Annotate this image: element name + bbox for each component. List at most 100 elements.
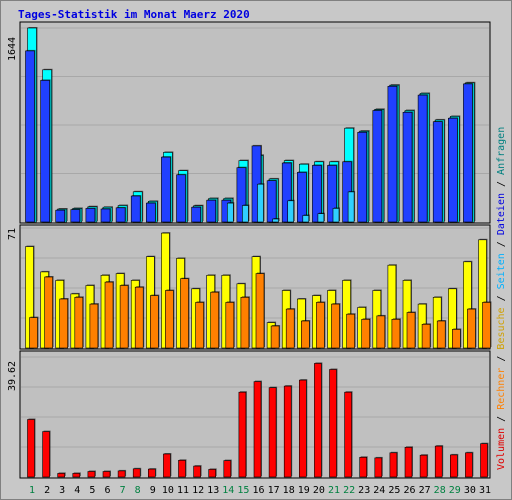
volumen-bar — [42, 431, 50, 478]
volumen-bar — [329, 369, 337, 478]
volumen-bar — [148, 468, 156, 478]
rechner-bar — [165, 290, 174, 349]
rechner-bar — [89, 303, 99, 349]
x-tick-label: 14 — [222, 485, 234, 496]
legend-entry-seiten: Seiten — [496, 253, 507, 289]
legend-entry-rechner: Rechner — [496, 368, 507, 410]
x-tick-label: 10 — [162, 485, 174, 496]
rechner-bar — [451, 329, 461, 349]
volumen-bar — [117, 470, 126, 478]
dateien-bar — [281, 162, 292, 223]
dateien-bar — [176, 174, 186, 223]
seiten-bar — [332, 208, 340, 223]
x-tick-label: 9 — [150, 485, 156, 496]
volumen-bar — [298, 379, 307, 478]
dateien-bar — [327, 165, 337, 223]
rechner-bar — [225, 302, 235, 349]
dateien-bar — [447, 117, 458, 223]
x-tick-label: 31 — [479, 485, 491, 496]
x-tick-label: 11 — [177, 485, 189, 496]
dateien-bar — [25, 50, 35, 223]
x-tick-label: 19 — [298, 485, 310, 496]
legend-entry-volumen: Volumen — [496, 428, 507, 470]
volumen-bar — [374, 457, 383, 478]
x-tick-label: 26 — [403, 485, 415, 496]
rechner-bar — [391, 318, 401, 349]
rechner-bar — [119, 285, 129, 349]
rechner-bar — [361, 318, 371, 349]
legend-entry-besuche: Besuche — [496, 307, 507, 349]
legend-entry-dateien: Dateien — [496, 193, 507, 235]
seiten-bar — [347, 191, 355, 223]
volumen-bar — [449, 454, 458, 478]
x-tick-label: 4 — [74, 485, 80, 496]
rechner-bar — [300, 320, 310, 349]
x-tick-label: 29 — [449, 485, 461, 496]
x-tick-label: 28 — [434, 485, 446, 496]
seiten-bar — [317, 213, 325, 223]
volumen-bar — [102, 471, 111, 478]
chart-title: Tages-Statistik im Monat Maerz 2020 — [18, 8, 250, 21]
rechner-bar — [74, 296, 84, 349]
rechner-bar — [467, 308, 476, 349]
seiten-bar — [257, 183, 264, 223]
rechner-bar — [44, 276, 53, 349]
volumen-bar — [344, 391, 352, 478]
x-tick-label: 13 — [207, 485, 219, 496]
volumen-bar — [434, 445, 443, 478]
volumen-bar — [268, 387, 277, 478]
legend: Volumen / Rechner / Besuche / Seiten / D… — [496, 127, 507, 470]
volumen-bar — [419, 454, 428, 478]
rechner-bar — [134, 286, 144, 349]
dateien-bar — [463, 83, 473, 223]
rechner-bar — [346, 313, 355, 349]
volumen-bar — [238, 391, 247, 478]
x-tick-label: 24 — [373, 485, 385, 496]
seiten-bar — [272, 218, 279, 223]
x-tick-label: 16 — [252, 485, 264, 496]
rechner-bar — [482, 302, 491, 349]
x-tick-label: 6 — [104, 485, 110, 496]
volumen-bar — [223, 460, 232, 478]
dateien-bar — [372, 110, 383, 223]
y-max-label-bottom: 39.62 — [7, 361, 18, 391]
x-tick-label: 12 — [192, 485, 204, 496]
x-tick-label: 21 — [328, 485, 340, 496]
dateien-bar — [40, 80, 50, 223]
rechner-bar — [180, 278, 189, 349]
x-tick-label: 23 — [358, 485, 370, 496]
legend-separator: / — [496, 235, 507, 253]
dateien-bar — [146, 202, 156, 223]
rechner-bar — [59, 298, 69, 349]
dateien-bar — [85, 208, 96, 223]
volumen-bar — [163, 453, 171, 478]
rechner-bar — [240, 296, 250, 349]
x-tick-label: 25 — [388, 485, 400, 496]
seiten-bar — [227, 202, 234, 223]
dateien-bar — [296, 172, 307, 223]
dateien-bar — [191, 206, 201, 223]
dateien-bar — [266, 180, 277, 223]
dateien-bar — [130, 195, 141, 223]
volumen-bar — [314, 363, 322, 478]
rechner-bar — [29, 317, 38, 349]
dateien-bar — [161, 156, 171, 223]
seiten-bar — [302, 215, 310, 223]
volumen-bar — [283, 385, 292, 478]
volumen-bar — [389, 452, 398, 478]
x-tick-label: 2 — [44, 485, 50, 496]
legend-separator: / — [496, 350, 507, 368]
dateien-bar — [312, 165, 322, 223]
rechner-bar — [316, 302, 325, 349]
rechner-bar — [331, 303, 340, 349]
dateien-bar — [236, 167, 247, 223]
rechner-bar — [421, 323, 431, 349]
dateien-bar — [357, 132, 368, 223]
x-tick-label: 1 — [29, 485, 35, 496]
x-tick-label: 27 — [419, 485, 431, 496]
rechner-bar — [406, 312, 416, 349]
dateien-bar — [100, 208, 111, 223]
seiten-bar — [242, 205, 249, 223]
x-tick-label: 8 — [135, 485, 141, 496]
